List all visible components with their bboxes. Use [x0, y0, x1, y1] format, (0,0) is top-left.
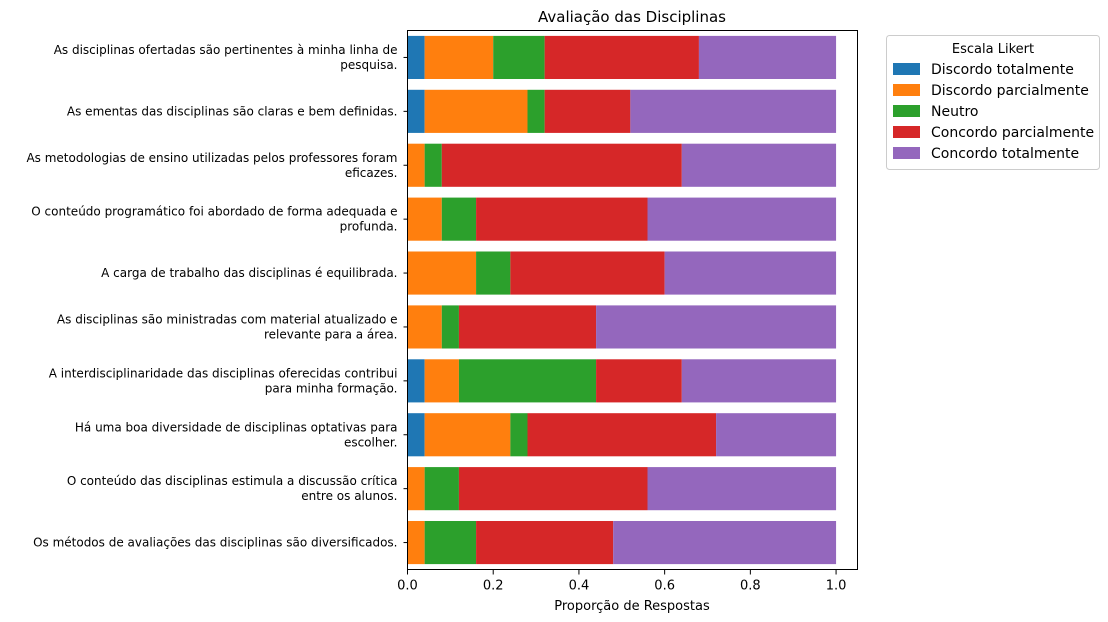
- bar-segment: [441, 197, 477, 241]
- bar-segment: [458, 305, 597, 349]
- legend-swatch: [893, 63, 920, 75]
- bar-segment: [424, 467, 459, 511]
- bar-segment: [424, 520, 477, 565]
- bar-segment: [424, 359, 459, 403]
- legend-swatch: [893, 147, 920, 159]
- legend-swatch: [893, 105, 920, 117]
- bar-segment: [424, 89, 528, 133]
- y-tick-label: O conteúdo das disciplinas estimula a di…: [67, 474, 398, 488]
- bar-segment: [424, 143, 442, 187]
- bar-segment: [681, 359, 837, 403]
- y-tick-label: eficazes.: [345, 166, 398, 180]
- bar-segment: [458, 359, 597, 403]
- y-tick-label: As disciplinas ofertadas são pertinentes…: [54, 43, 398, 57]
- y-tick-label: A interdisciplinaridade das disciplinas …: [49, 366, 398, 380]
- bars-group: [407, 35, 837, 565]
- y-tick-label: pesquisa.: [340, 58, 397, 72]
- bar-segment: [544, 89, 631, 133]
- bar-segment: [613, 520, 837, 565]
- legend-entry-label: Discordo parcialmente: [931, 83, 1089, 99]
- legend-swatch: [893, 126, 920, 138]
- y-tick-label: As metodologias de ensino utilizadas pel…: [26, 151, 397, 165]
- x-tick-label: 0.2: [483, 579, 504, 594]
- bar-segment: [424, 35, 494, 80]
- x-tick-label: 0.0: [397, 579, 418, 594]
- legend-entry-label: Discordo totalmente: [931, 62, 1074, 78]
- y-tick-label: profunda.: [340, 220, 398, 234]
- bar-segment: [716, 413, 837, 457]
- bar-segment: [596, 305, 837, 349]
- y-tick-label: entre os alunos.: [301, 489, 397, 503]
- bar-segment: [458, 467, 648, 511]
- y-tick-label: As ementas das disciplinas são claras e …: [67, 104, 398, 118]
- bar-segment: [596, 359, 682, 403]
- bar-segment: [493, 35, 545, 80]
- y-axis: As disciplinas ofertadas são pertinentes…: [26, 43, 408, 550]
- y-tick-label: Os métodos de avaliações das disciplinas…: [33, 536, 397, 550]
- chart-title: Avaliação das Disciplinas: [538, 8, 726, 26]
- bar-segment: [407, 305, 442, 349]
- legend-entry-label: Concordo totalmente: [931, 146, 1079, 162]
- bar-segment: [510, 251, 665, 295]
- bar-segment: [510, 413, 528, 457]
- y-tick-label: O conteúdo programático foi abordado de …: [31, 205, 397, 219]
- legend-title: Escala Likert: [952, 42, 1034, 57]
- legend-entry-label: Concordo parcialmente: [931, 125, 1094, 141]
- x-axis: 0.0 0.2 0.4 0.6 0.8 1.0: [397, 569, 847, 594]
- bar-segment: [664, 251, 837, 295]
- x-axis-label: Proporção de Respostas: [554, 599, 710, 614]
- plot-frame: [407, 30, 858, 570]
- x-tick-label: 0.8: [740, 579, 761, 594]
- bar-segment: [441, 143, 682, 187]
- bar-segment: [698, 35, 837, 80]
- legend: Escala Likert Discordo totalmente Discord…: [886, 35, 1100, 170]
- legend-swatch: [893, 84, 920, 96]
- y-tick-label: para minha formação.: [265, 381, 398, 395]
- bar-segment: [407, 359, 425, 403]
- bar-segment: [407, 413, 425, 457]
- bar-segment: [424, 413, 511, 457]
- y-tick-label: relevante para a área.: [264, 327, 398, 341]
- x-tick-label: 1.0: [826, 579, 847, 594]
- y-tick-label: As disciplinas são ministradas com mater…: [57, 312, 398, 326]
- bar-segment: [407, 520, 425, 565]
- bar-segment: [476, 197, 648, 241]
- bar-segment: [630, 89, 837, 133]
- y-tick-label: Há uma boa diversidade de disciplinas op…: [75, 420, 398, 434]
- y-tick-label: escolher.: [344, 435, 398, 449]
- bar-segment: [527, 413, 717, 457]
- x-tick-label: 0.4: [569, 579, 590, 594]
- bar-segment: [527, 89, 545, 133]
- legend-frame: [886, 35, 1100, 170]
- bar-segment: [476, 520, 614, 565]
- bar-segment: [407, 467, 425, 511]
- legend-entry-label: Neutro: [931, 104, 978, 120]
- bar-segment: [407, 89, 425, 133]
- bar-segment: [476, 251, 511, 295]
- bar-segment: [407, 143, 425, 187]
- bar-segment: [647, 467, 837, 511]
- bar-segment: [407, 251, 477, 295]
- y-tick-label: A carga de trabalho das disciplinas é eq…: [101, 266, 397, 280]
- bar-segment: [441, 305, 459, 349]
- bar-segment: [407, 35, 425, 80]
- bar-segment: [544, 35, 699, 80]
- bar-segment: [407, 197, 442, 241]
- x-tick-label: 0.6: [654, 579, 675, 594]
- bar-segment: [681, 143, 837, 187]
- bar-segment: [647, 197, 837, 241]
